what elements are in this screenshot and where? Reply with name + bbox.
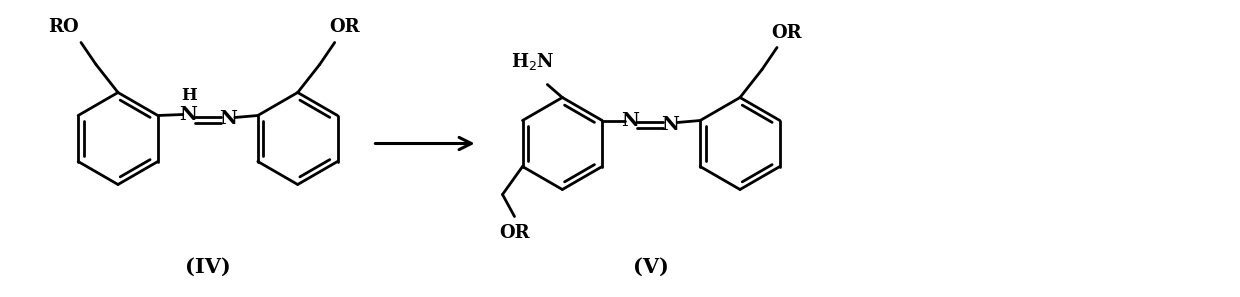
Text: RO: RO	[48, 18, 79, 37]
Text: (IV): (IV)	[185, 257, 231, 277]
Text: N: N	[179, 107, 197, 124]
Text: N: N	[219, 110, 237, 129]
Text: H$_2$N: H$_2$N	[511, 50, 554, 72]
Text: (V): (V)	[634, 257, 670, 277]
Text: N: N	[661, 116, 680, 133]
Text: OR: OR	[500, 225, 529, 242]
Text: N: N	[621, 111, 639, 129]
Text: OR: OR	[329, 18, 360, 37]
Text: H: H	[181, 88, 197, 105]
Text: OR: OR	[771, 23, 802, 42]
